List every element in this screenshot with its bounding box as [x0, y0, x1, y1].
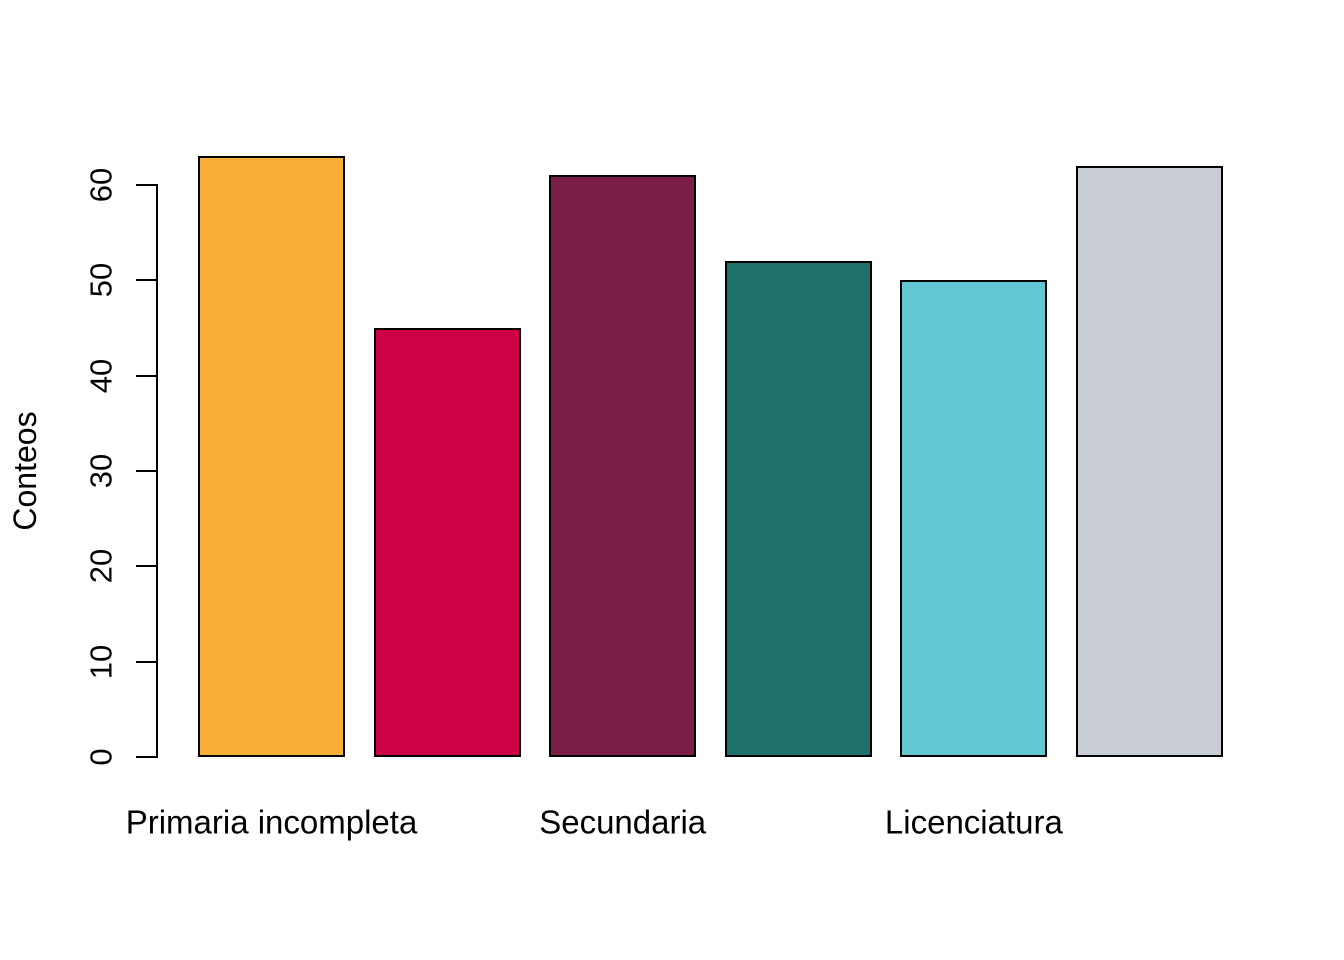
bar-2 [374, 328, 521, 757]
y-axis-tick-label: 10 [83, 644, 119, 679]
y-axis-tick-label: 0 [83, 748, 119, 766]
x-axis-label: Primaria incompleta [125, 803, 418, 841]
bar-5 [900, 280, 1047, 757]
y-axis-tick-label: 20 [83, 549, 119, 584]
y-axis-tick [136, 756, 157, 758]
bar-4 [725, 261, 872, 757]
y-axis-tick-label: 40 [83, 358, 119, 393]
y-axis-tick [136, 565, 157, 568]
y-axis-tick [136, 279, 157, 282]
x-axis-label: Secundaria [539, 803, 707, 841]
bar-6 [1076, 166, 1223, 757]
y-axis-tick [136, 374, 157, 377]
y-axis-line [156, 184, 158, 758]
bar-1 [198, 156, 345, 757]
y-axis-tick-label: 30 [83, 453, 119, 489]
x-axis-label: Licenciatura [884, 803, 1063, 841]
y-axis-tick [136, 470, 157, 472]
y-axis-tick-label: 60 [83, 167, 119, 203]
y-axis-tick [136, 184, 157, 186]
y-axis-tick [136, 660, 157, 663]
y-axis-tick-label: 50 [83, 263, 119, 298]
bar-3 [549, 175, 696, 757]
